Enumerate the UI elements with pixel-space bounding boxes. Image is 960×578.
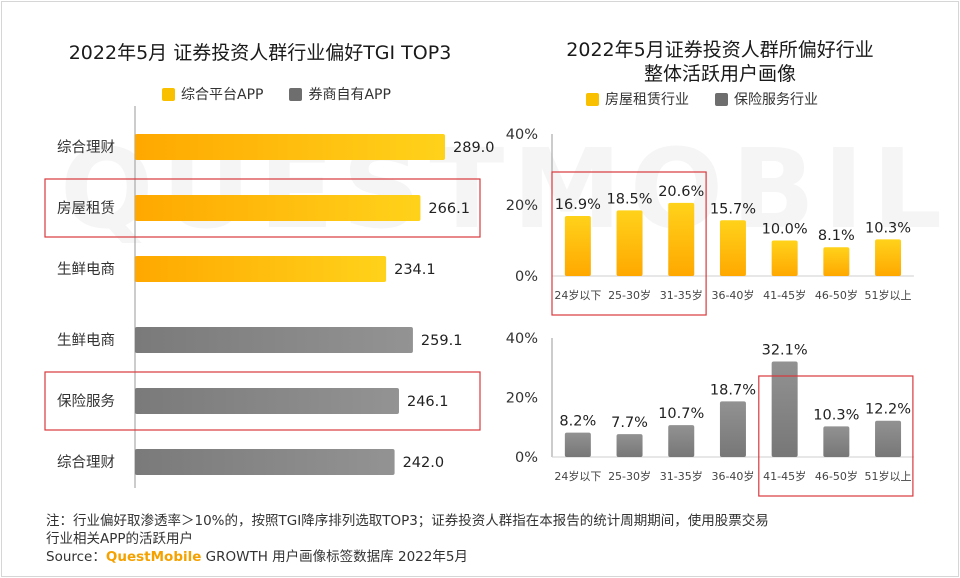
highlight-box <box>44 371 481 431</box>
data-label: 10.3% <box>813 407 859 423</box>
x-tick-label: 31-35岁 <box>660 288 703 302</box>
x-tick-label: 46-50岁 <box>815 469 858 483</box>
bar-gray <box>719 401 746 457</box>
data-label: 242.0 <box>403 455 445 471</box>
highlight-box <box>44 178 481 238</box>
legend-swatch-gray <box>289 87 303 101</box>
x-tick-label: 41-45岁 <box>763 288 806 302</box>
y-tick-label: 0% <box>515 269 538 285</box>
data-label: 15.7% <box>710 201 756 217</box>
bar-gray <box>616 434 643 457</box>
source-line: Source：QuestMobile GROWTH 用户画像标签数据库 2022… <box>46 545 468 565</box>
bar-gray <box>135 449 395 475</box>
bar-gray <box>564 432 591 457</box>
category-label: 生鲜电商 <box>57 261 115 278</box>
left-bar-chart: 综合理财 289.0 房屋租赁 266.1 生鲜电商 234.1 生鲜电商 259.1 保险服务… <box>44 106 495 488</box>
data-label: 266.1 <box>428 201 470 217</box>
bar-yellow <box>564 216 591 276</box>
data-label: 18.5% <box>607 191 653 207</box>
bar-gray <box>135 388 399 414</box>
footnote-line1: 注：行业偏好取渗透率＞10%的，按照TGI降序排列选取TOP3；证券投资人群指在… <box>46 513 769 529</box>
data-label: 7.7% <box>611 415 648 431</box>
x-tick-label: 36-40岁 <box>711 469 754 483</box>
bar-yellow <box>875 239 902 276</box>
bar-gray <box>823 426 850 457</box>
legend-item-rental: 房屋租赁行业 <box>586 89 689 109</box>
category-label: 房屋租赁 <box>57 200 115 217</box>
category-label: 生鲜电商 <box>57 332 115 349</box>
legend-item-platform: 综合平台APP <box>162 84 263 104</box>
y-tick-label: 0% <box>515 450 538 466</box>
bar-yellow <box>135 134 445 160</box>
legend-label: 综合平台APP <box>181 87 264 103</box>
bar-yellow <box>823 247 850 276</box>
legend-swatch-gray <box>715 92 728 106</box>
source-label: Source： <box>46 549 106 565</box>
data-label: 246.1 <box>407 394 449 410</box>
data-label: 259.1 <box>421 333 463 349</box>
bar-gray <box>771 361 798 457</box>
x-tick-label: 36-40岁 <box>711 288 754 302</box>
y-tick-label: 40% <box>506 127 538 143</box>
data-label: 289.0 <box>453 140 495 156</box>
y-tick-label: 20% <box>506 198 538 214</box>
source-text: GROWTH 用户画像标签数据库 2022年5月 <box>201 549 468 565</box>
y-tick-label: 40% <box>506 331 538 347</box>
left-legend: 综合平台APP 券商自有APP <box>162 84 391 104</box>
data-label: 10.3% <box>865 220 911 236</box>
legend-label: 房屋租赁行业 <box>605 92 689 108</box>
x-tick-label: 31-35岁 <box>660 469 703 483</box>
y-tick-label: 20% <box>506 391 538 407</box>
bar-gray <box>668 425 695 457</box>
right-title-line2: 整体活跃用户画像 <box>643 63 796 85</box>
legend-swatch-yellow <box>586 92 599 106</box>
bar-yellow <box>135 256 387 282</box>
right-chart-title: 2022年5月证券投资人群所偏好行业 整体活跃用户画像 <box>510 38 930 86</box>
bar-gray <box>875 420 902 457</box>
bar-yellow <box>771 240 798 276</box>
legend-label: 券商自有APP <box>308 87 391 103</box>
right-title-line1: 2022年5月证券投资人群所偏好行业 <box>566 39 874 61</box>
data-label: 8.2% <box>559 414 596 430</box>
bar-yellow <box>616 210 643 276</box>
legend-swatch-yellow <box>162 87 175 101</box>
bar-yellow <box>668 202 695 276</box>
x-tick-label: 41-45岁 <box>763 469 806 483</box>
bar-gray <box>135 327 413 353</box>
data-label: 18.7% <box>710 382 756 398</box>
x-tick-label: 25-30岁 <box>608 288 651 302</box>
data-label: 8.1% <box>818 228 855 244</box>
data-label: 234.1 <box>394 262 436 278</box>
legend-label: 保险服务行业 <box>734 92 818 108</box>
highlight-box <box>758 375 914 497</box>
x-tick-label: 51岁以上 <box>865 288 912 302</box>
data-label: 10.0% <box>762 222 808 238</box>
legend-item-insurance: 保险服务行业 <box>715 89 818 109</box>
data-label: 16.9% <box>555 197 601 213</box>
x-tick-label: 25-30岁 <box>608 469 651 483</box>
data-label: 32.1% <box>762 343 808 359</box>
x-tick-label: 24岁以下 <box>554 469 601 483</box>
x-tick-label: 51岁以上 <box>865 469 912 483</box>
footnote-line2: 行业相关APP的活跃用户 <box>46 531 194 547</box>
bar-yellow <box>135 195 421 221</box>
x-tick-label: 24岁以下 <box>554 288 601 302</box>
bar-yellow <box>719 220 746 276</box>
legend-item-broker: 券商自有APP <box>289 84 391 104</box>
left-chart-title: 2022年5月 证券投资人群行业偏好TGI TOP3 <box>68 42 452 64</box>
right-bar-charts: 40% 20% 0% 16.9% 24岁以下 18.5% 25-30岁 20.6% 31-35岁… <box>506 127 914 497</box>
source-brand: QuestMobile <box>105 549 202 565</box>
data-label: 10.7% <box>658 406 704 422</box>
category-label: 综合理财 <box>57 454 115 471</box>
data-label: 12.2% <box>865 402 911 418</box>
data-label: 20.6% <box>658 184 704 200</box>
category-label: 保险服务 <box>57 393 115 410</box>
highlight-box <box>551 171 707 316</box>
x-tick-label: 46-50岁 <box>815 288 858 302</box>
category-label: 综合理财 <box>57 139 115 156</box>
right-legend: 房屋租赁行业 保险服务行业 <box>586 89 818 109</box>
